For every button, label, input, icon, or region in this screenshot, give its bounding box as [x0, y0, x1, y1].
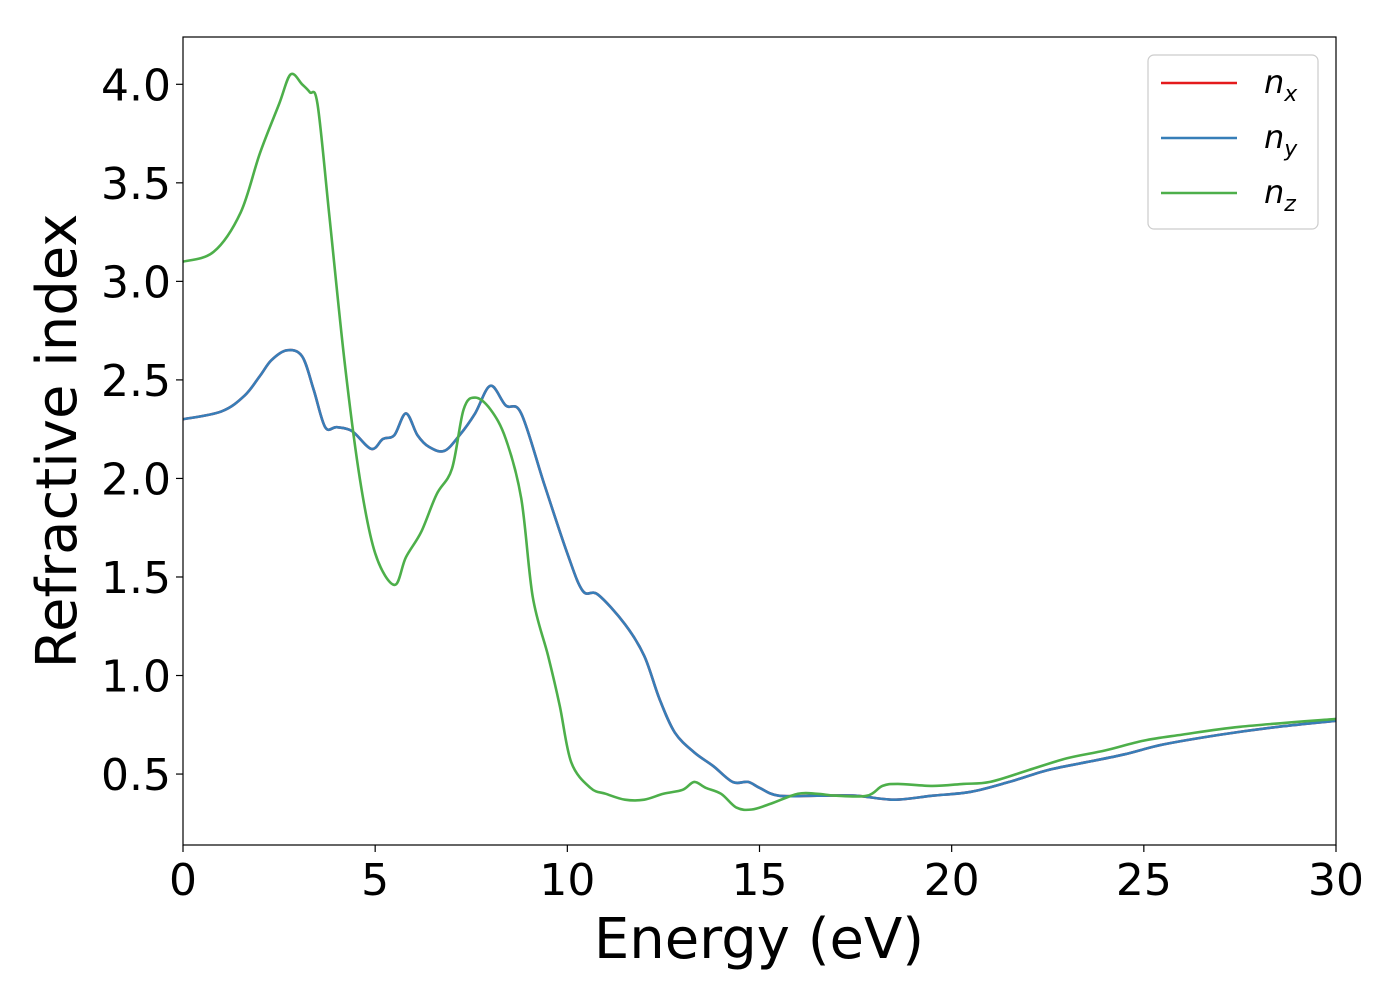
- series-group: [182, 72, 1337, 812]
- y-tick-label: 3.0: [101, 257, 171, 308]
- x-tick-label: 30: [1308, 855, 1364, 906]
- x-tick-label: 25: [1116, 855, 1172, 906]
- x-tick-label: 0: [169, 855, 197, 906]
- x-axis: 0 5 10 15 20 25 30: [169, 845, 1364, 906]
- y-tick-label: 1.0: [101, 652, 171, 703]
- legend-box: [1147, 54, 1319, 230]
- y-tick-label: 2.0: [101, 454, 171, 505]
- y-axis-label: Refractive index: [25, 214, 90, 669]
- x-axis-label: Energy (eV): [594, 907, 924, 972]
- y-tick-label: 2.5: [101, 356, 171, 407]
- x-tick-label: 15: [732, 855, 788, 906]
- x-tick-label: 5: [361, 855, 389, 906]
- y-tick-label: 4.0: [101, 60, 171, 111]
- series-line-nz: [182, 72, 1337, 812]
- x-tick-label: 20: [924, 855, 980, 906]
- legend-label-nz: nz: [1264, 173, 1296, 217]
- legend: nx ny nz: [1147, 54, 1319, 230]
- y-axis: 0.5 1.0 1.5 2.0 2.5 3.0 3.5 4.0: [101, 60, 183, 801]
- y-tick-label: 0.5: [101, 750, 171, 801]
- series-line-ny: [182, 348, 1337, 801]
- legend-label-ny: ny: [1264, 118, 1298, 162]
- y-tick-label: 1.5: [101, 553, 171, 604]
- x-tick-label: 10: [539, 855, 595, 906]
- y-tick-label: 3.5: [101, 159, 171, 210]
- legend-label-nx: nx: [1264, 63, 1298, 107]
- plot-area: [183, 37, 1336, 845]
